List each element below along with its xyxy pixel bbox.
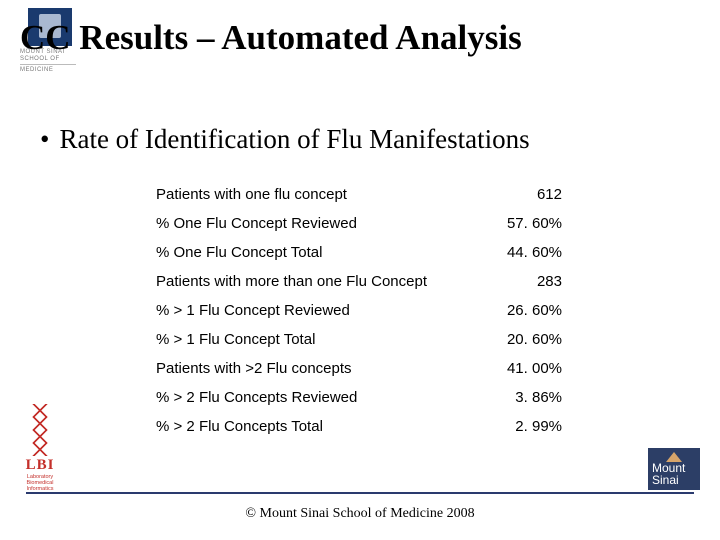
row-label: % > 2 Flu Concepts Reviewed: [156, 383, 446, 412]
row-label: % > 2 Flu Concepts Total: [156, 412, 446, 441]
row-value: 283: [446, 267, 564, 296]
table-row: % > 2 Flu Concepts Reviewed3. 86%: [156, 383, 564, 412]
lbi-logo: LBI Laboratory Biomedical Informatics: [20, 404, 60, 492]
row-label: Patients with one flu concept: [156, 180, 446, 209]
bullet-point: • Rate of Identification of Flu Manifesta…: [40, 124, 530, 155]
table-row: Patients with more than one Flu Concept2…: [156, 267, 564, 296]
table-row: % > 2 Flu Concepts Total2. 99%: [156, 412, 564, 441]
table-row: Patients with >2 Flu concepts41. 00%: [156, 354, 564, 383]
row-label: Patients with >2 Flu concepts: [156, 354, 446, 383]
footer-copyright: © Mount Sinai School of Medicine 2008: [0, 506, 720, 522]
row-label: Patients with more than one Flu Concept: [156, 267, 446, 296]
row-value: 20. 60%: [446, 325, 564, 354]
mountain-icon: [666, 452, 682, 462]
row-value: 41. 00%: [446, 354, 564, 383]
results-table: Patients with one flu concept612 % One F…: [156, 180, 564, 441]
row-value: 26. 60%: [446, 296, 564, 325]
row-label: % > 1 Flu Concept Total: [156, 325, 446, 354]
ms-line2: Sinai: [652, 474, 696, 486]
table-row: % > 1 Flu Concept Reviewed26. 60%: [156, 296, 564, 325]
row-value: 612: [446, 180, 564, 209]
bullet-dot-icon: •: [40, 124, 49, 155]
row-value: 3. 86%: [446, 383, 564, 412]
row-label: % One Flu Concept Reviewed: [156, 209, 446, 238]
dna-helix-icon: [32, 404, 48, 456]
row-value: 2. 99%: [446, 412, 564, 441]
row-label: % One Flu Concept Total: [156, 238, 446, 267]
table-row: Patients with one flu concept612: [156, 180, 564, 209]
table-row: % One Flu Concept Total44. 60%: [156, 238, 564, 267]
row-label: % > 1 Flu Concept Reviewed: [156, 296, 446, 325]
bullet-text: Rate of Identification of Flu Manifestat…: [59, 124, 529, 154]
lbi-label: LBI: [20, 457, 60, 474]
logo-text-line3: MEDICINE: [20, 67, 80, 74]
table-row: % One Flu Concept Reviewed57. 60%: [156, 209, 564, 238]
logo-divider: [20, 64, 76, 65]
table-row: % > 1 Flu Concept Total20. 60%: [156, 325, 564, 354]
slide-title: CC Results – Automated Analysis: [20, 18, 700, 58]
row-value: 44. 60%: [446, 238, 564, 267]
row-value: 57. 60%: [446, 209, 564, 238]
mount-sinai-box-logo: Mount Sinai: [648, 448, 700, 490]
footer-rule: [26, 492, 694, 494]
